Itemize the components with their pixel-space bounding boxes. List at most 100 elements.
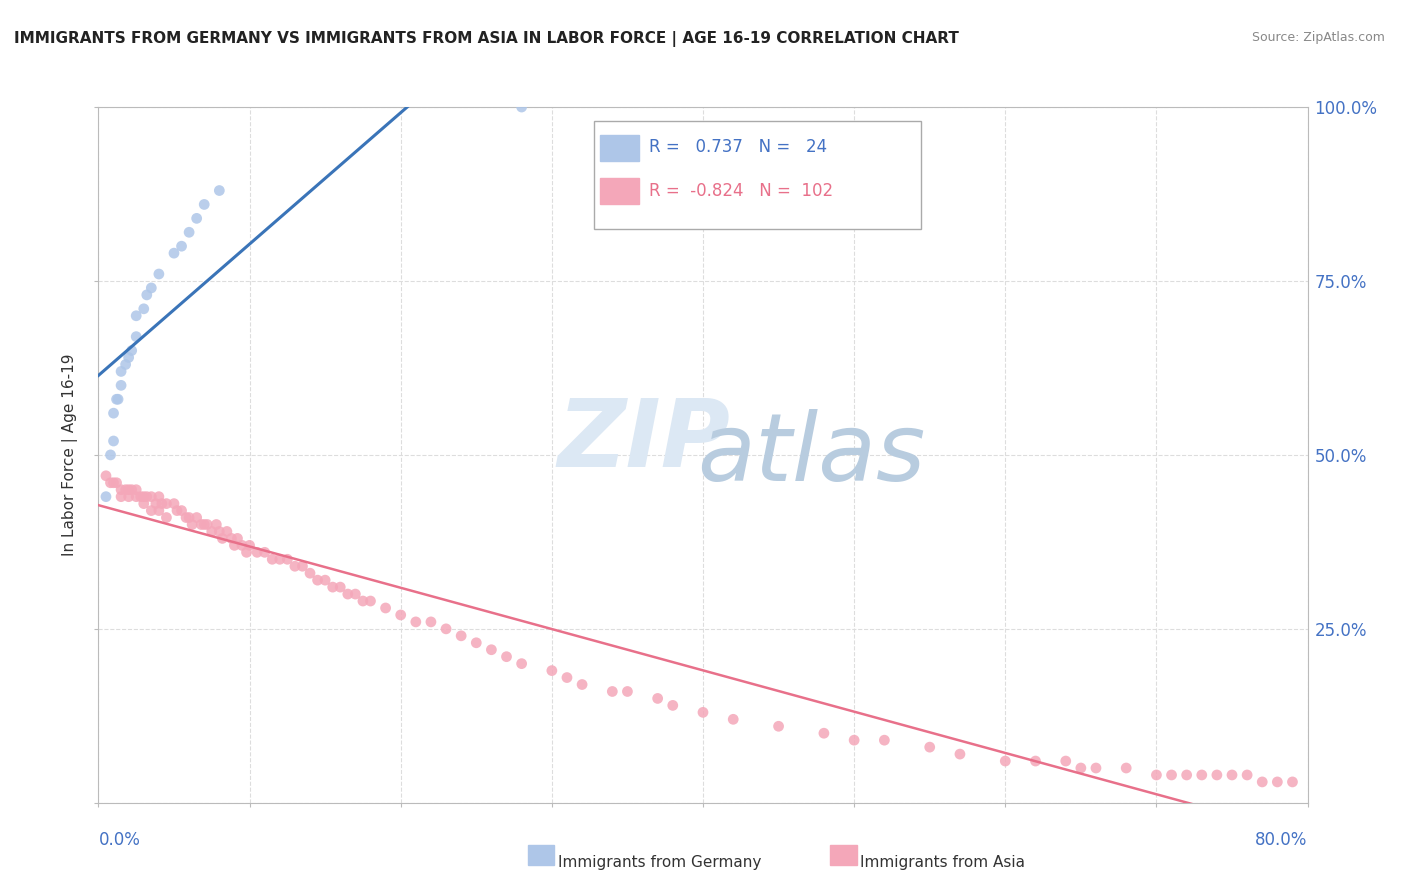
Point <box>186 211 208 226</box>
Point <box>1115 761 1137 775</box>
Text: Immigrants from Germany: Immigrants from Germany <box>558 855 761 870</box>
Point <box>166 503 188 517</box>
Point <box>150 497 173 511</box>
Point <box>299 566 322 581</box>
Point <box>125 309 148 323</box>
Point <box>555 671 578 685</box>
Text: Immigrants from Asia: Immigrants from Asia <box>860 855 1025 870</box>
Point <box>235 545 257 559</box>
Point <box>336 587 359 601</box>
Point <box>1144 768 1167 782</box>
Point <box>360 594 382 608</box>
Point <box>647 691 669 706</box>
Point <box>1236 768 1258 782</box>
Point <box>246 545 269 559</box>
Point <box>481 642 503 657</box>
Point <box>352 594 374 608</box>
Text: ZIP: ZIP <box>558 395 731 487</box>
Point <box>813 726 835 740</box>
Point <box>276 552 298 566</box>
Point <box>103 406 125 420</box>
Point <box>174 510 197 524</box>
Point <box>141 281 163 295</box>
Point <box>322 580 344 594</box>
Text: R =   0.737   N =   24: R = 0.737 N = 24 <box>648 138 827 156</box>
Point <box>110 483 132 497</box>
Point <box>661 698 683 713</box>
Point <box>208 184 231 198</box>
Point <box>420 615 443 629</box>
Point <box>148 503 170 517</box>
Point <box>269 552 291 566</box>
Point <box>186 510 208 524</box>
Point <box>114 358 136 372</box>
Point <box>118 351 141 365</box>
Point <box>1220 768 1243 782</box>
Point <box>434 622 457 636</box>
Bar <box>600 135 638 161</box>
Point <box>994 754 1017 768</box>
Point <box>181 517 204 532</box>
Point <box>114 483 136 497</box>
Point <box>284 559 307 574</box>
Point <box>571 677 593 691</box>
Point <box>105 392 128 407</box>
Point <box>125 329 148 343</box>
Point <box>155 510 177 524</box>
Text: 0.0%: 0.0% <box>98 830 141 848</box>
Point <box>94 490 117 504</box>
Point <box>602 684 624 698</box>
Point <box>121 483 143 497</box>
Point <box>1160 768 1182 782</box>
Point <box>1267 775 1289 789</box>
Point <box>873 733 896 747</box>
Point <box>262 552 284 566</box>
Point <box>103 434 125 448</box>
Point <box>253 545 276 559</box>
Point <box>132 301 155 316</box>
Point <box>163 497 186 511</box>
Point <box>1175 768 1198 782</box>
Point <box>389 607 412 622</box>
Point <box>121 343 143 358</box>
Point <box>110 378 132 392</box>
Point <box>103 475 125 490</box>
Point <box>107 392 129 407</box>
Point <box>163 246 186 260</box>
Point <box>132 490 155 504</box>
Point <box>1281 775 1303 789</box>
Point <box>190 517 212 532</box>
Text: R =  -0.824   N =  102: R = -0.824 N = 102 <box>648 182 832 200</box>
Text: atlas: atlas <box>697 409 925 500</box>
Point <box>118 490 141 504</box>
Point <box>195 517 218 532</box>
Point <box>135 490 157 504</box>
Point <box>510 657 533 671</box>
Point <box>465 636 488 650</box>
Point <box>495 649 517 664</box>
Point <box>344 587 367 601</box>
Point <box>94 468 117 483</box>
Point <box>918 740 941 755</box>
Point <box>221 532 243 546</box>
Point <box>193 517 215 532</box>
Text: IMMIGRANTS FROM GERMANY VS IMMIGRANTS FROM ASIA IN LABOR FORCE | AGE 16-19 CORRE: IMMIGRANTS FROM GERMANY VS IMMIGRANTS FR… <box>14 31 959 47</box>
Point <box>540 664 562 678</box>
Point <box>329 580 352 594</box>
Point <box>148 490 170 504</box>
Bar <box>830 845 856 865</box>
Point <box>723 712 745 726</box>
Point <box>844 733 866 747</box>
Point <box>405 615 427 629</box>
Point <box>692 706 714 720</box>
FancyBboxPatch shape <box>595 121 921 229</box>
Point <box>170 503 193 517</box>
Point <box>231 538 253 552</box>
Point <box>291 559 314 574</box>
Point <box>1191 768 1213 782</box>
Point <box>170 239 193 253</box>
Point <box>125 490 148 504</box>
Point <box>215 524 238 539</box>
Point <box>1070 761 1092 775</box>
Point <box>105 475 128 490</box>
